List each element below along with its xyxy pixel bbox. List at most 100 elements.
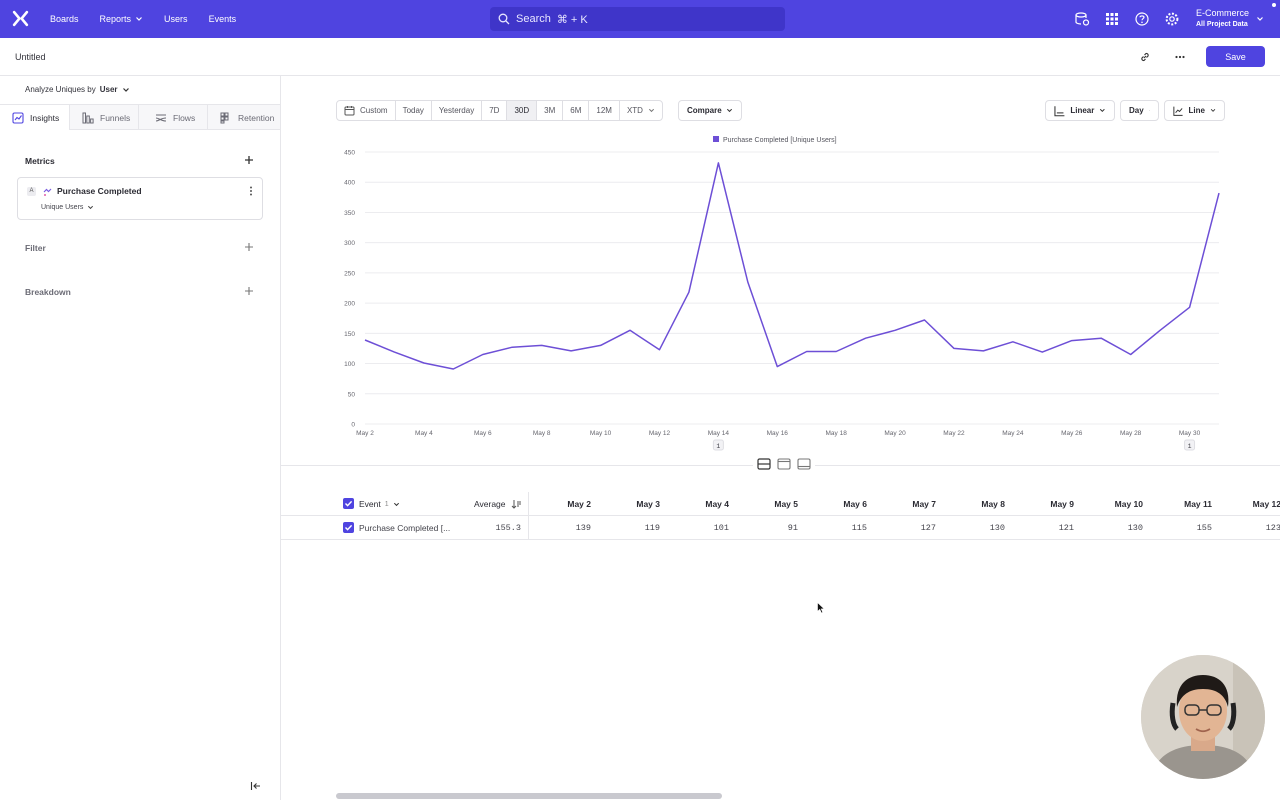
x-tick-label: May 24 xyxy=(1002,430,1024,437)
metric-card[interactable]: A Purchase Completed Unique Users xyxy=(17,177,263,220)
date-range-label: 6M xyxy=(570,106,582,115)
compare-label: Compare xyxy=(687,106,722,115)
select-all-checkbox[interactable] xyxy=(343,498,354,509)
date-range-option-3m[interactable]: 3M xyxy=(537,101,564,120)
nav-item-label: Boards xyxy=(50,14,79,24)
x-tick-label: May 4 xyxy=(415,430,433,437)
sort-icon[interactable] xyxy=(511,499,521,509)
report-title[interactable]: Untitled xyxy=(15,52,46,62)
nav-item-label: Reports xyxy=(99,14,132,24)
date-range-option-custom[interactable]: Custom xyxy=(337,101,396,120)
project-sub: All Project Data xyxy=(1196,21,1248,28)
add-metric-plus-icon[interactable] xyxy=(244,155,254,165)
project-name: E-Commerce xyxy=(1196,8,1250,18)
date-column-header[interactable]: May 6 xyxy=(843,499,867,509)
chart-only-view-icon[interactable] xyxy=(777,458,791,470)
date-column-header[interactable]: May 12 xyxy=(1252,499,1280,509)
data-sources-icon[interactable] xyxy=(1074,11,1090,27)
row-event-name[interactable]: Purchase Completed [... xyxy=(359,523,451,533)
add-filter-plus-icon[interactable] xyxy=(244,242,254,252)
collapse-sidebar-icon[interactable] xyxy=(250,781,262,791)
link-icon[interactable] xyxy=(1139,51,1151,63)
chart-type-dropdown[interactable]: Line xyxy=(1164,100,1225,121)
date-range-option-12m[interactable]: 12M xyxy=(589,101,620,120)
date-column-header[interactable]: May 3 xyxy=(636,499,660,509)
chevron-down-icon[interactable] xyxy=(1256,15,1264,23)
data-point xyxy=(745,279,750,284)
date-column-header[interactable]: May 5 xyxy=(774,499,798,509)
data-point xyxy=(598,343,603,348)
metrics-label: Metrics xyxy=(25,156,55,166)
tab-funnels[interactable]: Funnels xyxy=(70,105,139,130)
tab-insights[interactable]: Insights xyxy=(0,105,70,130)
apps-grid-icon[interactable] xyxy=(1104,11,1120,27)
date-column-header[interactable]: May 2 xyxy=(567,499,591,509)
line-chart[interactable]: Purchase Completed [Unique Users] 0 50 100 1… xyxy=(281,128,1280,458)
line-chart-icon xyxy=(1173,106,1183,116)
date-column-header[interactable]: May 9 xyxy=(1050,499,1074,509)
scale-dropdown[interactable]: Linear xyxy=(1045,100,1115,121)
chevron-down-icon xyxy=(1100,108,1106,113)
x-tick-label: May 14 xyxy=(708,430,730,437)
settings-gear-icon[interactable] xyxy=(1164,11,1180,27)
top-navigation-bar: Boards Reports Users Events Search ⌘ + K E-… xyxy=(0,0,1280,38)
date-column-header[interactable]: May 10 xyxy=(1114,499,1143,509)
data-point xyxy=(539,343,544,348)
tab-retention[interactable]: Retention xyxy=(208,105,280,130)
help-icon[interactable] xyxy=(1134,11,1150,27)
main-nav: Boards Reports Users Events xyxy=(50,0,257,38)
date-column-header[interactable]: May 8 xyxy=(981,499,1005,509)
date-range-option-7d[interactable]: 7D xyxy=(482,101,508,120)
layout-toggle xyxy=(753,458,815,470)
analyze-uniques-selector[interactable]: Analyze Uniques by User xyxy=(25,85,130,94)
y-tick-label: 150 xyxy=(344,331,355,338)
tab-flows[interactable]: Flows xyxy=(139,105,208,130)
chevron-down-icon xyxy=(1210,109,1216,112)
chevron-down-icon xyxy=(122,87,129,92)
y-tick-label: 50 xyxy=(348,391,356,398)
nav-item-reports[interactable]: Reports xyxy=(100,14,144,24)
kebab-menu-icon[interactable] xyxy=(248,185,254,197)
average-column-header[interactable]: Average xyxy=(474,499,521,509)
date-range-option-6m[interactable]: 6M xyxy=(563,101,590,120)
average-header-label: Average xyxy=(474,499,506,509)
linear-scale-icon xyxy=(1054,105,1065,116)
x-tick-label: May 30 xyxy=(1179,430,1201,437)
add-breakdown-plus-icon[interactable] xyxy=(244,286,254,296)
interval-dropdown[interactable]: Day xyxy=(1120,100,1159,121)
chevron-down-icon xyxy=(1148,110,1150,111)
date-range-option-xtd[interactable]: XTD xyxy=(620,101,662,120)
project-selector[interactable]: E-Commerce All Project Data xyxy=(1196,8,1249,30)
chart-type-label: Line xyxy=(1188,106,1205,115)
nav-item-users[interactable]: Users xyxy=(164,14,188,24)
date-column-header[interactable]: May 11 xyxy=(1184,499,1212,509)
nav-item-boards[interactable]: Boards xyxy=(50,14,79,24)
x-tick-label: May 16 xyxy=(767,430,789,437)
data-point xyxy=(569,348,574,353)
date-range-option-today[interactable]: Today xyxy=(396,101,432,120)
search-bar[interactable]: Search ⌘ + K xyxy=(490,7,785,31)
data-point xyxy=(863,336,868,341)
date-range-option-yesterday[interactable]: Yesterday xyxy=(432,101,483,120)
measure-selector[interactable]: Unique Users xyxy=(41,204,94,211)
date-column-header[interactable]: May 4 xyxy=(705,499,729,509)
split-view-icon[interactable] xyxy=(757,458,771,470)
data-point xyxy=(657,347,662,352)
event-column-header[interactable]: Event 1 xyxy=(359,499,400,509)
report-type-tabs: Insights Funnels Flows Retention xyxy=(0,104,280,130)
save-button[interactable]: Save xyxy=(1206,46,1265,67)
data-point xyxy=(392,350,397,355)
data-point xyxy=(628,328,633,333)
row-date-value: 127 xyxy=(920,523,936,533)
more-options-icon[interactable] xyxy=(1174,51,1186,63)
date-column-header[interactable]: May 7 xyxy=(912,499,936,509)
date-range-option-30d[interactable]: 30D xyxy=(507,101,538,120)
table-only-view-icon[interactable] xyxy=(797,458,811,470)
horizontal-scrollbar[interactable] xyxy=(336,793,722,799)
nav-item-events[interactable]: Events xyxy=(209,14,237,24)
row-checkbox[interactable] xyxy=(343,522,354,533)
compare-dropdown[interactable]: Compare xyxy=(678,100,742,121)
mixpanel-logo-icon[interactable] xyxy=(12,10,29,27)
data-point xyxy=(1128,352,1133,357)
insights-icon xyxy=(12,111,24,124)
